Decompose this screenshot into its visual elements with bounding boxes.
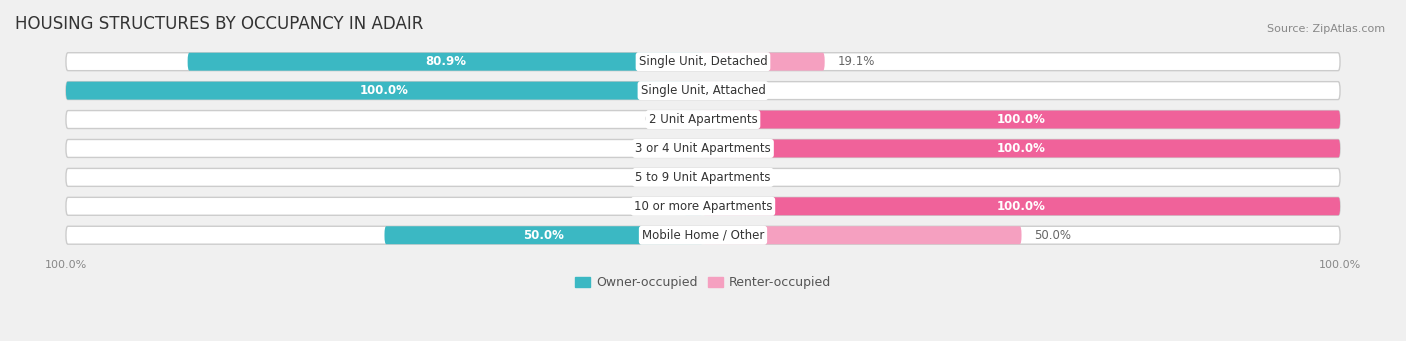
Text: HOUSING STRUCTURES BY OCCUPANCY IN ADAIR: HOUSING STRUCTURES BY OCCUPANCY IN ADAIR — [15, 15, 423, 33]
Text: 19.1%: 19.1% — [838, 55, 875, 68]
FancyBboxPatch shape — [66, 81, 1340, 100]
Legend: Owner-occupied, Renter-occupied: Owner-occupied, Renter-occupied — [569, 271, 837, 294]
Text: 0.0%: 0.0% — [645, 142, 675, 155]
FancyBboxPatch shape — [66, 81, 703, 100]
FancyBboxPatch shape — [66, 139, 1340, 158]
FancyBboxPatch shape — [66, 110, 1340, 129]
Text: 0.0%: 0.0% — [731, 171, 761, 184]
FancyBboxPatch shape — [703, 110, 1340, 129]
Text: 100.0%: 100.0% — [360, 84, 409, 97]
Text: 50.0%: 50.0% — [1035, 229, 1071, 242]
FancyBboxPatch shape — [703, 197, 1340, 215]
Text: 2 Unit Apartments: 2 Unit Apartments — [648, 113, 758, 126]
FancyBboxPatch shape — [683, 110, 703, 129]
FancyBboxPatch shape — [683, 168, 703, 186]
Text: 0.0%: 0.0% — [731, 84, 761, 97]
FancyBboxPatch shape — [683, 139, 703, 158]
Text: 0.0%: 0.0% — [645, 113, 675, 126]
FancyBboxPatch shape — [66, 226, 1340, 244]
Text: 3 or 4 Unit Apartments: 3 or 4 Unit Apartments — [636, 142, 770, 155]
FancyBboxPatch shape — [66, 168, 1340, 186]
Text: 5 to 9 Unit Apartments: 5 to 9 Unit Apartments — [636, 171, 770, 184]
Text: Source: ZipAtlas.com: Source: ZipAtlas.com — [1267, 24, 1385, 34]
FancyBboxPatch shape — [703, 53, 825, 71]
Text: 100.0%: 100.0% — [997, 142, 1046, 155]
FancyBboxPatch shape — [703, 81, 723, 100]
Text: Single Unit, Detached: Single Unit, Detached — [638, 55, 768, 68]
FancyBboxPatch shape — [187, 53, 703, 71]
Text: 100.0%: 100.0% — [997, 113, 1046, 126]
FancyBboxPatch shape — [703, 226, 1022, 244]
Text: 50.0%: 50.0% — [523, 229, 564, 242]
Text: 100.0%: 100.0% — [997, 200, 1046, 213]
FancyBboxPatch shape — [66, 53, 1340, 71]
FancyBboxPatch shape — [703, 168, 723, 186]
Text: 80.9%: 80.9% — [425, 55, 465, 68]
FancyBboxPatch shape — [703, 139, 1340, 158]
Text: 10 or more Apartments: 10 or more Apartments — [634, 200, 772, 213]
Text: 0.0%: 0.0% — [645, 200, 675, 213]
Text: Single Unit, Attached: Single Unit, Attached — [641, 84, 765, 97]
FancyBboxPatch shape — [66, 197, 1340, 215]
FancyBboxPatch shape — [384, 226, 703, 244]
FancyBboxPatch shape — [683, 197, 703, 215]
Text: Mobile Home / Other: Mobile Home / Other — [641, 229, 765, 242]
Text: 0.0%: 0.0% — [645, 171, 675, 184]
